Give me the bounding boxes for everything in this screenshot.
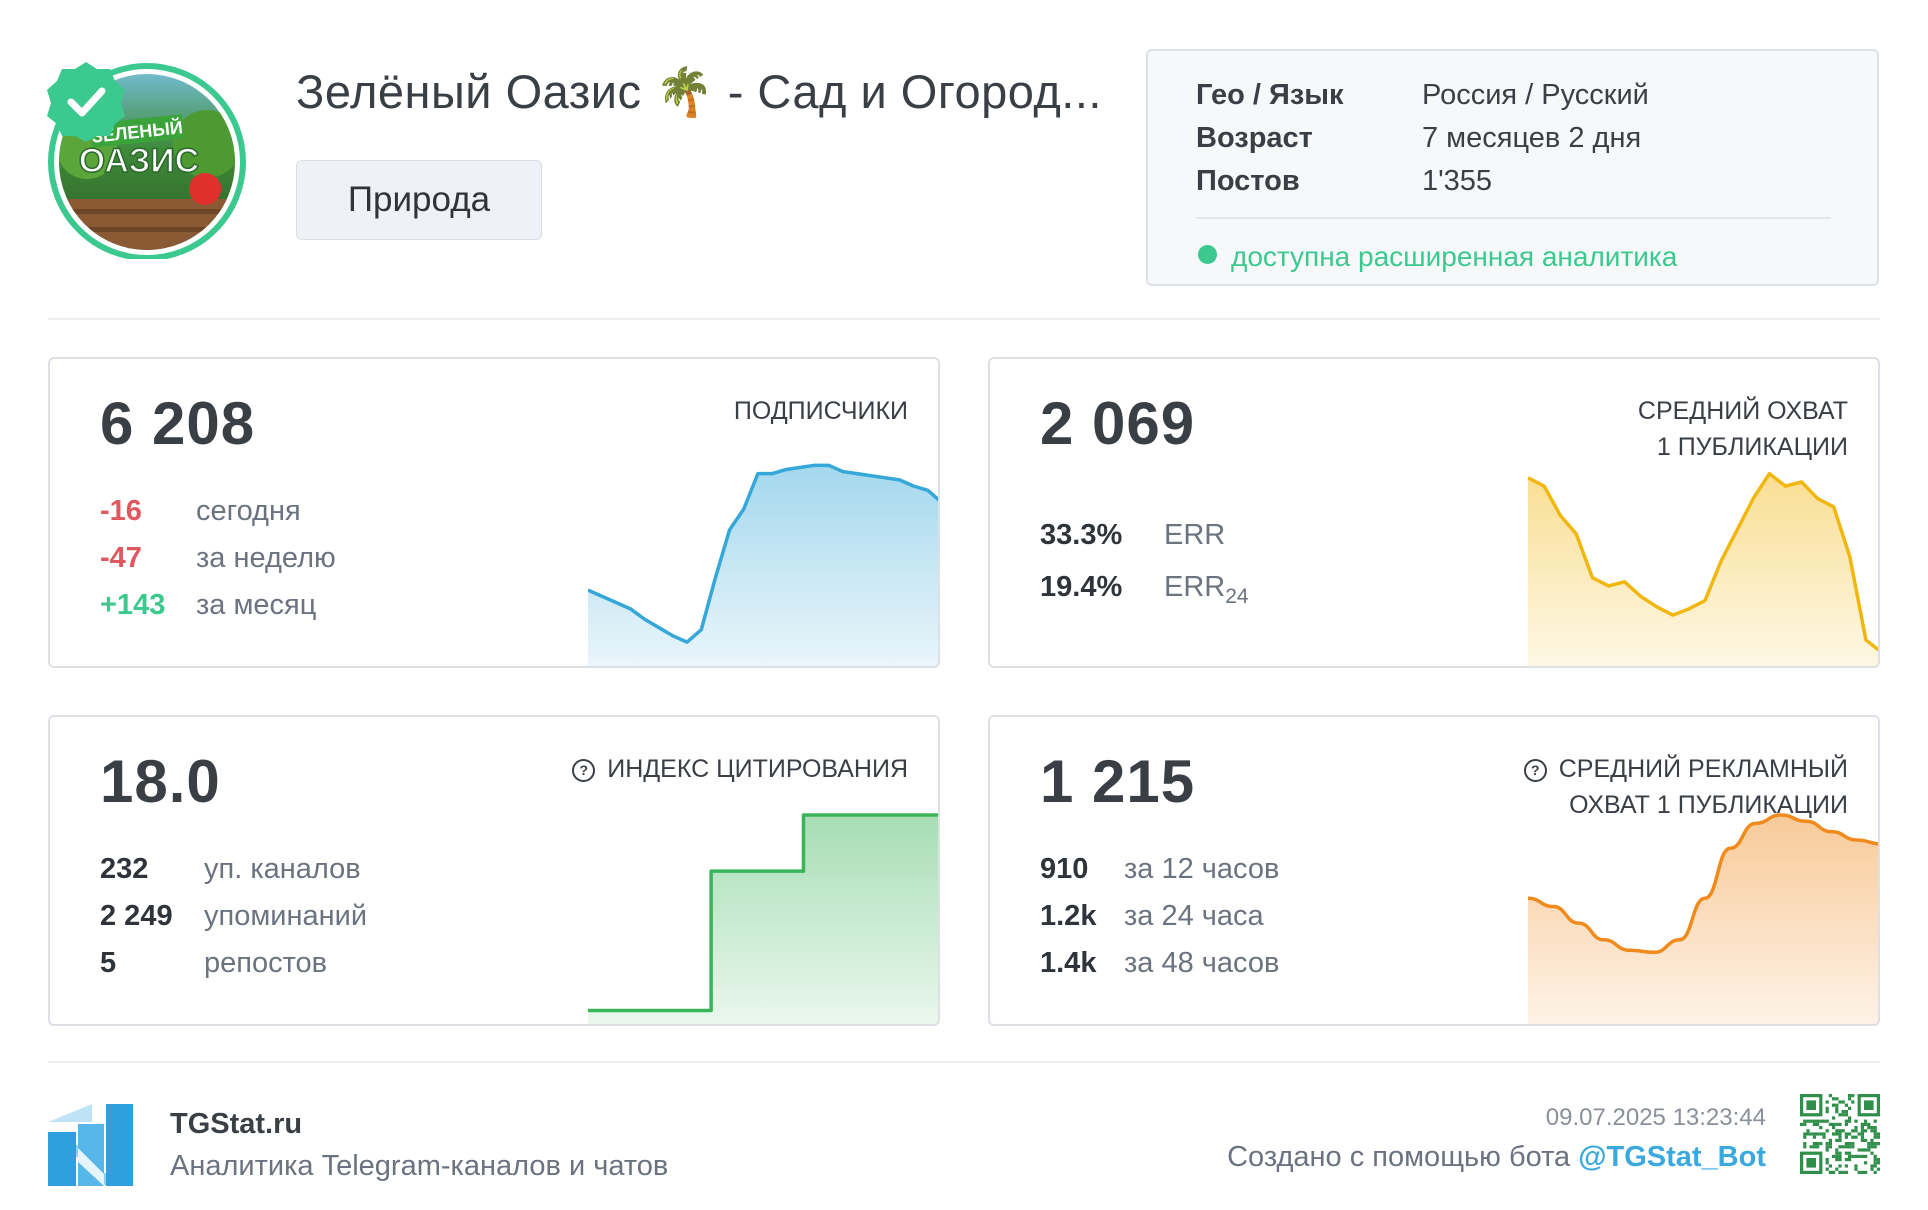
chart-line: [588, 813, 938, 1013]
subscribers-value: 6 208: [100, 390, 256, 457]
stat-label: упоминаний: [204, 900, 368, 932]
brand-tagline: Аналитика Telegram-каналов и чатов: [170, 1150, 669, 1182]
ad-reach-24h: 1.2k за 24 часа: [1040, 900, 1264, 933]
subscribers-label: ПОДПИСЧИКИ: [733, 397, 908, 425]
reach-chart: [1528, 471, 1878, 666]
subscribers-card[interactable]: 6 208 ПОДПИСЧИКИ -16 сегодня -47 за неделю…: [48, 357, 940, 668]
posts-row: Постов 1'355: [1196, 165, 1492, 198]
channel-avatar: ЗЕЛЕНЫЙ ОАЗИС: [47, 62, 246, 259]
stat-number: 910: [1040, 853, 1089, 885]
status-dot-icon: [1198, 245, 1217, 264]
avatar-text-line2: ОАЗИС: [79, 142, 199, 180]
stat-number: -47: [100, 542, 142, 574]
verified-badge-icon: [47, 62, 125, 142]
citation-value: 18.0: [100, 748, 221, 815]
divider-top: [48, 318, 1880, 320]
timestamp: 09.07.2025 13:23:44: [1545, 1104, 1766, 1131]
subscribers-chart: [588, 463, 938, 666]
made-with-text: Создано с помощью бота: [1227, 1141, 1571, 1173]
geo-row: Гео / Язык Россия / Русский: [1196, 79, 1649, 112]
brand-name[interactable]: TGStat.ru: [170, 1108, 303, 1140]
stat-label: за 48 часов: [1124, 947, 1280, 979]
age-label: Возраст: [1196, 122, 1313, 154]
reach-card[interactable]: 2 069 СРЕДНИЙ ОХВАТ 1 ПУБЛИКАЦИИ 33.3% ERR…: [988, 357, 1880, 668]
ad-reach-card[interactable]: 1 215 ? СРЕДНИЙ РЕКЛАМНЫЙ ОХВАТ 1 ПУБЛИКАЦ…: [988, 715, 1880, 1026]
reach-label-line2: 1 ПУБЛИКАЦИИ: [1656, 433, 1848, 461]
err24-row: 19.4% ERR24: [1040, 571, 1249, 609]
analytics-note-text: доступна расширенная аналитика: [1231, 241, 1678, 272]
stat-label: сегодня: [196, 495, 301, 527]
age-value: 7 месяцев 2 дня: [1422, 122, 1642, 154]
ad-reach-label: ? СРЕДНИЙ РЕКЛАМНЫЙ ОХВАТ 1 ПУБЛИКАЦИИ: [1523, 751, 1848, 823]
chart-line: [1528, 813, 1878, 955]
err-value: 33.3%: [1040, 519, 1123, 551]
citation-chart: [588, 813, 938, 1024]
stat-number: +143: [100, 589, 166, 621]
stat-number: 2 249: [100, 900, 173, 932]
citation-mentions: 2 249 упоминаний: [100, 900, 367, 933]
err24-value: 19.4%: [1040, 571, 1123, 603]
stat-label: уп. каналов: [204, 853, 361, 885]
ad-reach-12h: 910 за 12 часов: [1040, 853, 1279, 886]
stat-number: 1.2k: [1040, 900, 1097, 932]
analytics-note: доступна расширенная аналитика: [1198, 241, 1677, 273]
subscribers-week: -47 за неделю: [100, 542, 336, 575]
citation-label: ? ИНДЕКС ЦИТИРОВАНИЯ: [572, 751, 908, 787]
subscribers-today: -16 сегодня: [100, 495, 301, 528]
err24-subscript: 24: [1225, 584, 1249, 608]
ad-reach-label-line2: ОХВАТ 1 ПУБЛИКАЦИИ: [1569, 791, 1848, 819]
chart-line: [588, 463, 938, 644]
geo-label: Гео / Язык: [1196, 79, 1344, 111]
citation-label-text: ИНДЕКС ЦИТИРОВАНИЯ: [607, 755, 908, 783]
qr-code-icon[interactable]: [1800, 1094, 1880, 1174]
chart-area: [1528, 815, 1878, 1024]
geo-value: Россия / Русский: [1422, 79, 1649, 111]
posts-value: 1'355: [1422, 165, 1493, 197]
chart-area: [588, 815, 938, 1024]
ad-reach-label-line1: СРЕДНИЙ РЕКЛАМНЫЙ: [1558, 755, 1848, 783]
chart-area: [588, 465, 938, 666]
stat-label: репостов: [204, 947, 328, 979]
citation-card[interactable]: 18.0 ? ИНДЕКС ЦИТИРОВАНИЯ 232 уп. каналов …: [48, 715, 940, 1026]
channel-info-panel: Гео / Язык Россия / Русский Возраст 7 ме…: [1146, 49, 1879, 286]
tgstat-logo-icon[interactable]: [48, 1104, 133, 1186]
made-with-bot: Создано с помощью бота @TGStat_Bot: [1227, 1141, 1766, 1174]
channel-title[interactable]: Зелёный Оазис 🌴 - Сад и Огород...: [296, 65, 1102, 118]
stat-label: за неделю: [196, 542, 336, 574]
citation-channels: 232 уп. каналов: [100, 853, 361, 886]
reach-value: 2 069: [1040, 390, 1196, 457]
posts-label: Постов: [1196, 165, 1300, 197]
bot-link[interactable]: @TGStat_Bot: [1578, 1141, 1766, 1173]
err-row: 33.3% ERR: [1040, 519, 1225, 552]
category-tag[interactable]: Природа: [296, 160, 542, 240]
ad-reach-48h: 1.4k за 48 часов: [1040, 947, 1279, 980]
stat-label: за 24 часа: [1124, 900, 1264, 932]
help-icon[interactable]: ?: [1523, 759, 1547, 782]
stat-label: за месяц: [196, 589, 317, 621]
reach-label: СРЕДНИЙ ОХВАТ 1 ПУБЛИКАЦИИ: [1638, 393, 1848, 465]
stat-number: -16: [100, 495, 142, 527]
citation-reposts: 5 репостов: [100, 947, 327, 980]
divider-bottom: [48, 1061, 1880, 1063]
chart-area: [1528, 473, 1878, 666]
ad-reach-chart: [1528, 813, 1878, 1024]
stat-label: за 12 часов: [1124, 853, 1280, 885]
stat-number: 1.4k: [1040, 947, 1097, 979]
info-divider: [1196, 217, 1831, 219]
err24-label: ERR: [1164, 571, 1226, 603]
chart-line: [1528, 471, 1878, 652]
reach-label-line1: СРЕДНИЙ ОХВАТ: [1637, 397, 1848, 425]
err-label: ERR: [1164, 519, 1226, 551]
stat-number: 232: [100, 853, 149, 885]
stat-number: 5: [100, 947, 117, 979]
subscribers-month: +143 за месяц: [100, 589, 316, 622]
help-icon[interactable]: ?: [572, 759, 596, 782]
ad-reach-value: 1 215: [1040, 748, 1196, 815]
age-row: Возраст 7 месяцев 2 дня: [1196, 122, 1641, 155]
